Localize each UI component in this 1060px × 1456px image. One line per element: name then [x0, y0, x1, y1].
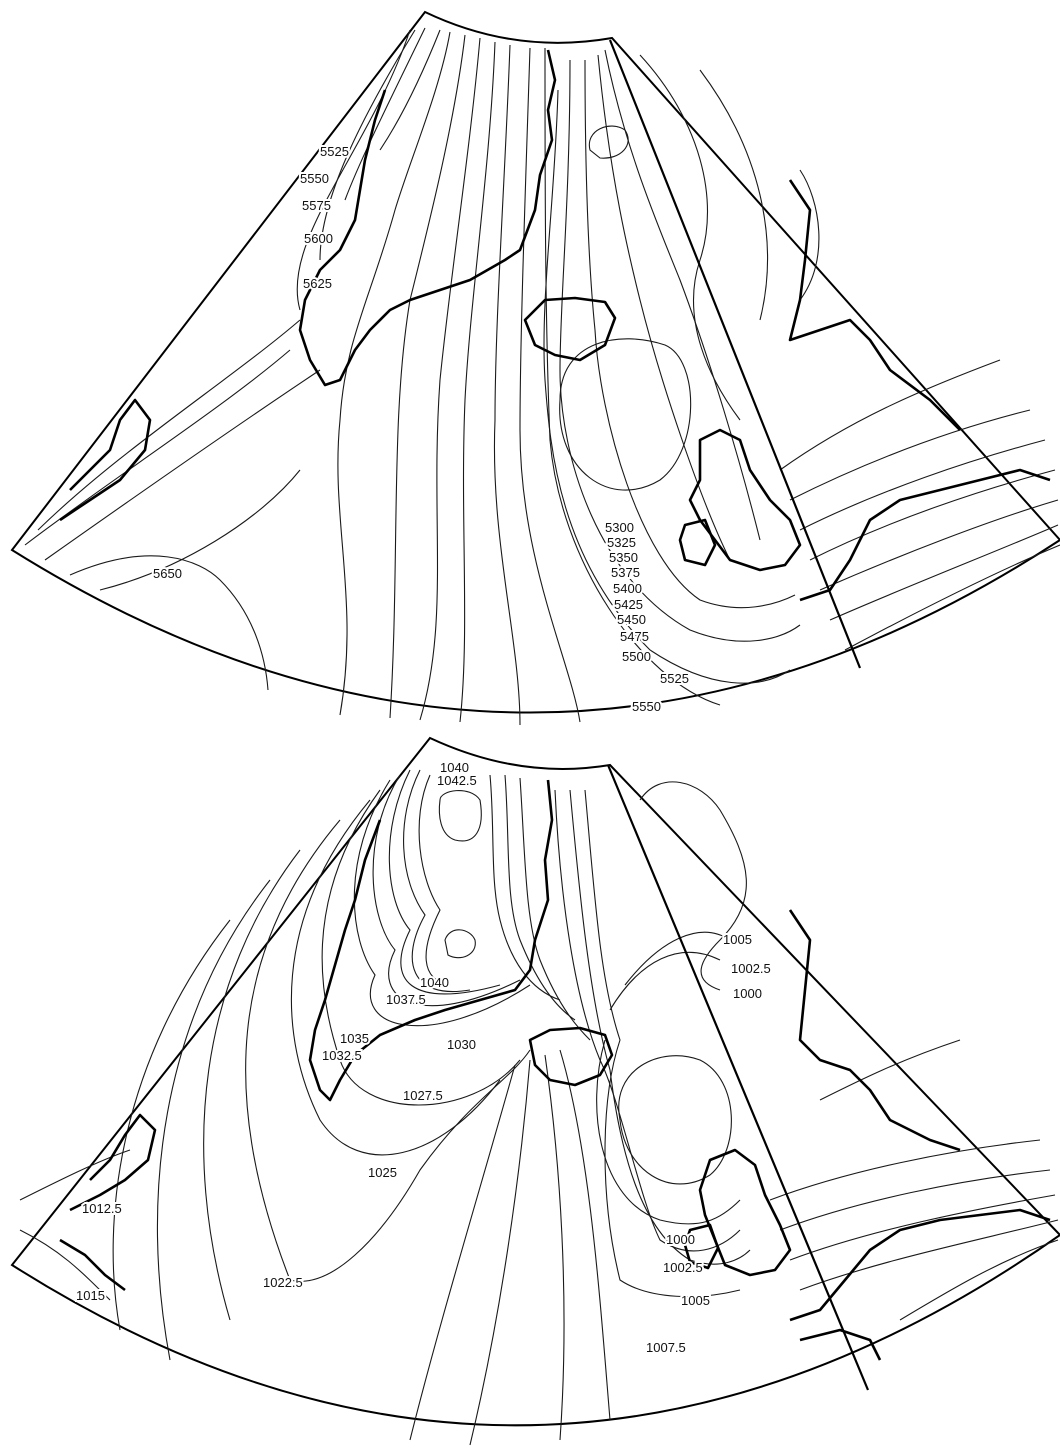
contour-label: 1022.5: [263, 1275, 303, 1290]
contour-label: 1030: [447, 1037, 476, 1052]
ireland-coast: [683, 1223, 720, 1270]
contour-label: 5500: [622, 649, 651, 664]
lower-map-coastlines: [59, 779, 1051, 1361]
europe-coast: [799, 468, 1051, 602]
contour-label: 5300: [605, 520, 634, 535]
contour-label: 5550: [300, 171, 329, 186]
upper-map: 5525 5550 5575 5600 5625 5650 5300 5325 …: [10, 10, 1060, 726]
contour-label: 5600: [304, 231, 333, 246]
iceland-coast: [528, 1026, 614, 1087]
contour-label: 5400: [613, 581, 642, 596]
scandinavia-coast: [788, 179, 961, 431]
contour-label: 5525: [320, 144, 349, 159]
contour-label: 1005: [723, 932, 752, 947]
contour-label: 1032.5: [322, 1048, 362, 1063]
contour-label: 1015: [76, 1288, 105, 1303]
lower-map-contour-labels: 1040 1042.5 1040 1037.5 1035 1032.5 1030…: [74, 758, 773, 1357]
contour-label: 5650: [153, 566, 182, 581]
upper-map-contour-labels: 5525 5550 5575 5600 5625 5650 5300 5325 …: [151, 142, 691, 716]
contour-label: 5550: [632, 699, 661, 714]
labrador-coast: [69, 1113, 157, 1212]
upper-map-isolines: [24, 27, 1060, 726]
labrador-coast-south: [59, 1238, 126, 1292]
lower-map: 1040 1042.5 1040 1037.5 1035 1032.5 1030…: [10, 736, 1060, 1446]
contour-label: 1035: [340, 1031, 369, 1046]
contour-label: 1040: [420, 975, 449, 990]
contour-label: 1037.5: [386, 992, 426, 1007]
ireland-coast: [678, 518, 717, 567]
contour-label: 1005: [681, 1293, 710, 1308]
contour-label: 5575: [302, 198, 331, 213]
contour-label: 1042.5: [437, 773, 477, 788]
contour-label: 5450: [617, 612, 646, 627]
greenland-coast: [308, 779, 554, 1102]
british-isles-coast: [698, 1148, 792, 1277]
iberia-coast: [799, 1328, 882, 1361]
contour-label: 5375: [611, 565, 640, 580]
labrador-coast: [59, 398, 152, 522]
europe-coast: [789, 1208, 1051, 1322]
contour-label: 1040: [440, 760, 469, 775]
contour-label: 1000: [733, 986, 762, 1001]
lower-map-frame: [10, 736, 1060, 1427]
contour-label: 5475: [620, 629, 649, 644]
upper-map-frame: [10, 10, 1060, 714]
contour-label: 1007.5: [646, 1340, 686, 1355]
contour-label: 1002.5: [663, 1260, 703, 1275]
british-isles-coast: [688, 428, 802, 572]
upper-map-meridian: [608, 39, 862, 669]
contour-label: 5425: [614, 597, 643, 612]
contour-label: 1012.5: [82, 1201, 122, 1216]
lower-map-isolines: [19, 769, 1059, 1446]
contour-label: 5625: [303, 276, 332, 291]
contour-label: 1025: [368, 1165, 397, 1180]
contour-label: 5325: [607, 535, 636, 550]
contour-label: 1027.5: [403, 1088, 443, 1103]
scandinavia-coast: [788, 909, 961, 1152]
upper-map-coastlines: [59, 49, 1051, 602]
contour-label: 1002.5: [731, 961, 771, 976]
contour-label: 5350: [609, 550, 638, 565]
lower-map-meridian: [606, 764, 870, 1391]
iceland-coast: [523, 296, 617, 362]
contour-label: 1000: [666, 1232, 695, 1247]
contour-label: 5525: [660, 671, 689, 686]
greenland-coast: [298, 49, 557, 387]
